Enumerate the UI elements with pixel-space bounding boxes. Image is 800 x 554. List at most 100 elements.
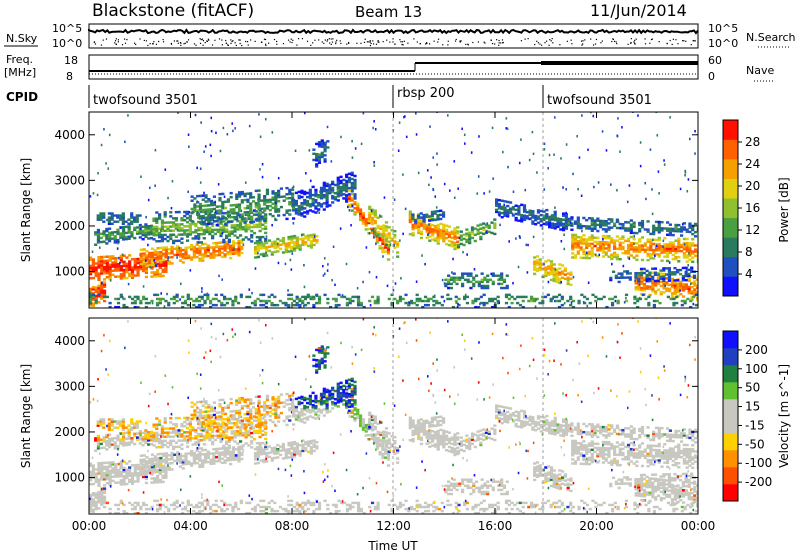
power-cell — [325, 188, 329, 192]
power-cell — [663, 255, 667, 258]
power-cell — [425, 236, 429, 239]
power-cell — [317, 143, 322, 146]
power-cell — [328, 189, 332, 193]
power-cell — [265, 250, 269, 253]
velocity-cell — [197, 422, 201, 426]
velocity-cell — [113, 426, 117, 429]
power-cell — [369, 303, 372, 307]
velocity-cell — [150, 465, 155, 469]
power-cell — [409, 301, 414, 305]
power-cell — [566, 276, 570, 279]
power-cell — [259, 303, 263, 307]
velocity-cell — [162, 458, 166, 462]
power-cell — [130, 231, 134, 234]
power-cell — [188, 210, 191, 214]
velocity-cell — [159, 456, 163, 460]
power-cell — [573, 242, 578, 245]
power-cell — [555, 299, 559, 303]
power-cell — [460, 276, 465, 279]
power-cell — [297, 213, 301, 216]
power-cell — [356, 206, 360, 210]
power-cell — [596, 246, 600, 250]
power-cell — [668, 227, 673, 231]
power-cell — [178, 251, 183, 254]
power-cell — [492, 177, 494, 180]
power-cell — [268, 198, 272, 202]
power-cell — [690, 285, 694, 289]
power-cell — [230, 211, 234, 215]
power-cell — [376, 232, 380, 236]
power-cell — [133, 299, 137, 303]
power-cell — [147, 243, 149, 247]
velocity-cell — [216, 424, 220, 427]
velocity-cell — [105, 444, 109, 447]
nsearch-dot — [297, 38, 300, 40]
power-cell — [111, 269, 115, 272]
power-cell — [220, 255, 224, 259]
power-cell — [145, 260, 149, 263]
power-cell — [648, 277, 652, 281]
power-cell — [105, 229, 109, 233]
power-cell — [105, 242, 109, 245]
power-cell — [538, 301, 542, 305]
power-cell — [571, 233, 575, 237]
power-cell — [206, 297, 210, 301]
power-cell — [345, 185, 349, 189]
power-cell — [542, 216, 546, 219]
nsearch-dot — [276, 43, 278, 45]
velocity-cell — [167, 468, 171, 471]
power-cell — [89, 295, 93, 299]
power-cell — [512, 190, 515, 193]
velocity-cell — [130, 418, 134, 421]
power-cell — [233, 226, 237, 229]
power-cell — [215, 219, 219, 223]
velocity-cell — [130, 464, 135, 467]
power-cell — [345, 190, 349, 193]
power-cell — [560, 280, 562, 284]
power-cell — [445, 232, 449, 236]
power-cell — [487, 224, 491, 227]
power-cell — [607, 226, 611, 229]
power-cell — [550, 216, 555, 219]
power-cell — [613, 295, 617, 299]
power-cell — [287, 242, 291, 245]
velocity-cell — [181, 454, 185, 458]
power-cell — [370, 210, 375, 214]
power-cell — [535, 263, 540, 266]
power-cell — [393, 297, 397, 301]
power-cell — [539, 213, 543, 217]
power-cell — [312, 233, 316, 236]
velocity-cell — [226, 448, 230, 452]
velocity-cell — [217, 455, 222, 459]
velocity-cell — [122, 483, 126, 486]
velocity-cell — [198, 465, 202, 469]
velocity-cell — [130, 420, 134, 423]
velocity-cell — [94, 439, 98, 442]
power-cell — [152, 217, 156, 220]
power-cell — [671, 227, 675, 231]
power-cell — [695, 298, 698, 302]
freq-tick-top: 18 — [64, 54, 78, 67]
power-cell — [491, 126, 494, 130]
velocity-cell — [227, 444, 231, 448]
power-cell — [270, 243, 274, 246]
power-cell — [188, 227, 192, 230]
power-cell — [247, 227, 251, 231]
power-cell — [246, 206, 250, 210]
power-cell — [407, 303, 411, 307]
power-cell — [113, 220, 117, 223]
power-cell — [300, 212, 304, 215]
power-cell — [590, 219, 594, 222]
power-cell — [287, 244, 291, 247]
velocity-cell — [102, 418, 106, 421]
power-cell — [393, 234, 397, 237]
power-cell — [198, 253, 202, 256]
power-cell — [289, 258, 292, 262]
power-cell — [616, 189, 618, 192]
power-cell — [626, 243, 631, 247]
power-cell — [180, 233, 184, 236]
power-cell — [147, 233, 151, 236]
power-cell — [447, 239, 451, 243]
power-cell — [149, 236, 154, 240]
velocity-cell — [119, 466, 123, 470]
